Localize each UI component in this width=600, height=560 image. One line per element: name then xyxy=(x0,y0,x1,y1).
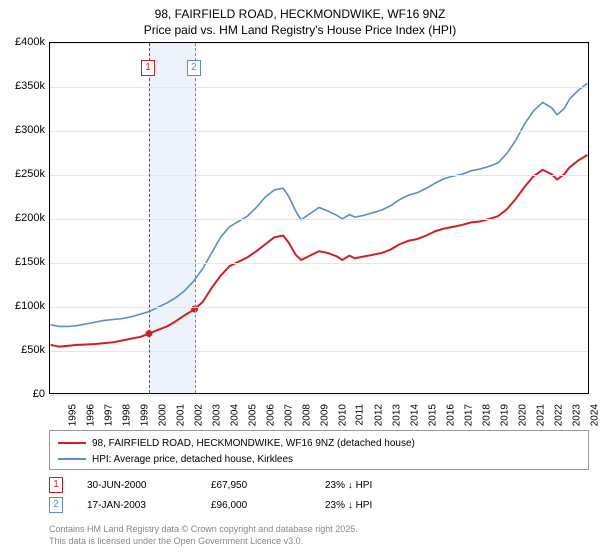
title-line1: 98, FAIRFIELD ROAD, HECKMONDWIKE, WF16 9… xyxy=(155,7,446,21)
title-line2: Price paid vs. HM Land Registry's House … xyxy=(144,23,456,37)
x-tick-label: 2023 xyxy=(571,404,582,426)
footer-line2: This data is licensed under the Open Gov… xyxy=(49,536,303,546)
x-tick-label: 2003 xyxy=(211,404,222,426)
marker-line xyxy=(195,43,196,393)
x-tick-label: 2021 xyxy=(535,404,546,426)
chart-title: 98, FAIRFIELD ROAD, HECKMONDWIKE, WF16 9… xyxy=(0,0,600,40)
marker-price: £96,000 xyxy=(211,500,301,511)
marker-box: 2 xyxy=(187,60,201,76)
legend-item: 98, FAIRFIELD ROAD, HECKMONDWIKE, WF16 9… xyxy=(58,435,580,451)
x-tick-label: 2010 xyxy=(337,404,348,426)
gridline xyxy=(50,395,588,396)
series-line xyxy=(51,155,588,347)
y-tick-label: £300k xyxy=(0,124,45,136)
y-tick-label: £200k xyxy=(0,212,45,224)
gridline xyxy=(50,351,588,352)
marker-table-row: 2 17-JAN-2003 £96,000 23% ↓ HPI xyxy=(49,495,372,515)
marker-id-box: 2 xyxy=(49,497,63,513)
y-tick-label: £400k xyxy=(0,36,45,48)
series-line xyxy=(51,83,588,326)
marker-date: 17-JAN-2003 xyxy=(87,500,187,511)
legend-label: HPI: Average price, detached house, Kirk… xyxy=(92,454,293,465)
x-tick-label: 2013 xyxy=(391,404,402,426)
y-tick-label: £250k xyxy=(0,168,45,180)
x-tick-label: 2002 xyxy=(193,404,204,426)
chart-lines xyxy=(50,43,588,393)
x-tick-label: 1995 xyxy=(67,404,78,426)
x-tick-label: 1996 xyxy=(85,404,96,426)
gridline xyxy=(50,175,588,176)
marker-line xyxy=(149,43,150,393)
footer: Contains HM Land Registry data © Crown c… xyxy=(49,524,358,547)
x-tick-label: 2012 xyxy=(373,404,384,426)
gridline xyxy=(50,263,588,264)
y-tick-label: £350k xyxy=(0,80,45,92)
x-tick-label: 2022 xyxy=(553,404,564,426)
x-tick-label: 2020 xyxy=(517,404,528,426)
marker-price: £67,950 xyxy=(211,480,301,491)
y-tick-label: £100k xyxy=(0,300,45,312)
gridline xyxy=(50,131,588,132)
gridline xyxy=(50,87,588,88)
gridline xyxy=(50,43,588,44)
gridline xyxy=(50,307,588,308)
x-tick-label: 2000 xyxy=(157,404,168,426)
legend-item: HPI: Average price, detached house, Kirk… xyxy=(58,451,580,467)
x-tick-label: 2018 xyxy=(481,404,492,426)
x-tick-label: 2005 xyxy=(247,404,258,426)
x-tick-label: 2019 xyxy=(499,404,510,426)
x-tick-label: 2015 xyxy=(427,404,438,426)
marker-box: 1 xyxy=(141,60,155,76)
marker-id-box: 1 xyxy=(49,477,63,493)
legend-swatch xyxy=(58,458,86,460)
legend-label: 98, FAIRFIELD ROAD, HECKMONDWIKE, WF16 9… xyxy=(92,438,415,449)
x-tick-label: 2017 xyxy=(463,404,474,426)
legend: 98, FAIRFIELD ROAD, HECKMONDWIKE, WF16 9… xyxy=(49,430,589,470)
y-tick-label: £50k xyxy=(0,344,45,356)
y-tick-label: £150k xyxy=(0,256,45,268)
x-tick-label: 2011 xyxy=(355,404,366,426)
marker-date: 30-JUN-2000 xyxy=(87,480,187,491)
x-tick-label: 2007 xyxy=(283,404,294,426)
x-tick-label: 2001 xyxy=(175,404,186,426)
chart-plot-area xyxy=(49,42,589,394)
x-tick-label: 2016 xyxy=(445,404,456,426)
y-tick-label: £0 xyxy=(0,388,45,400)
x-tick-label: 2009 xyxy=(319,404,330,426)
marker-delta: 23% ↓ HPI xyxy=(325,500,372,511)
x-tick-label: 1997 xyxy=(103,404,114,426)
footer-line1: Contains HM Land Registry data © Crown c… xyxy=(49,524,358,534)
x-tick-label: 2024 xyxy=(589,404,600,426)
x-tick-label: 2008 xyxy=(301,404,312,426)
x-tick-label: 2006 xyxy=(265,404,276,426)
gridline xyxy=(50,219,588,220)
x-tick-label: 2014 xyxy=(409,404,420,426)
x-tick-label: 2004 xyxy=(229,404,240,426)
marker-table: 1 30-JUN-2000 £67,950 23% ↓ HPI 2 17-JAN-2003… xyxy=(49,475,372,515)
x-tick-label: 1999 xyxy=(139,404,150,426)
marker-delta: 23% ↓ HPI xyxy=(325,480,372,491)
marker-table-row: 1 30-JUN-2000 £67,950 23% ↓ HPI xyxy=(49,475,372,495)
legend-swatch xyxy=(58,442,86,444)
x-tick-label: 1998 xyxy=(121,404,132,426)
